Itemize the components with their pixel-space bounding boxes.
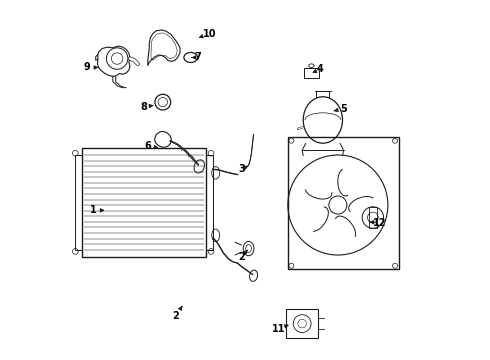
Text: 11: 11 [271, 324, 288, 334]
Text: 2: 2 [238, 250, 247, 262]
Text: 12: 12 [370, 218, 387, 228]
Text: 10: 10 [199, 28, 216, 39]
Text: 6: 6 [145, 141, 157, 151]
Text: 1: 1 [90, 205, 103, 215]
Text: 9: 9 [84, 63, 98, 72]
Text: 4: 4 [313, 64, 323, 74]
Text: 3: 3 [238, 164, 248, 174]
Text: 8: 8 [141, 102, 153, 112]
Text: 2: 2 [172, 306, 182, 321]
Text: 5: 5 [334, 104, 346, 113]
Text: 7: 7 [192, 53, 201, 63]
